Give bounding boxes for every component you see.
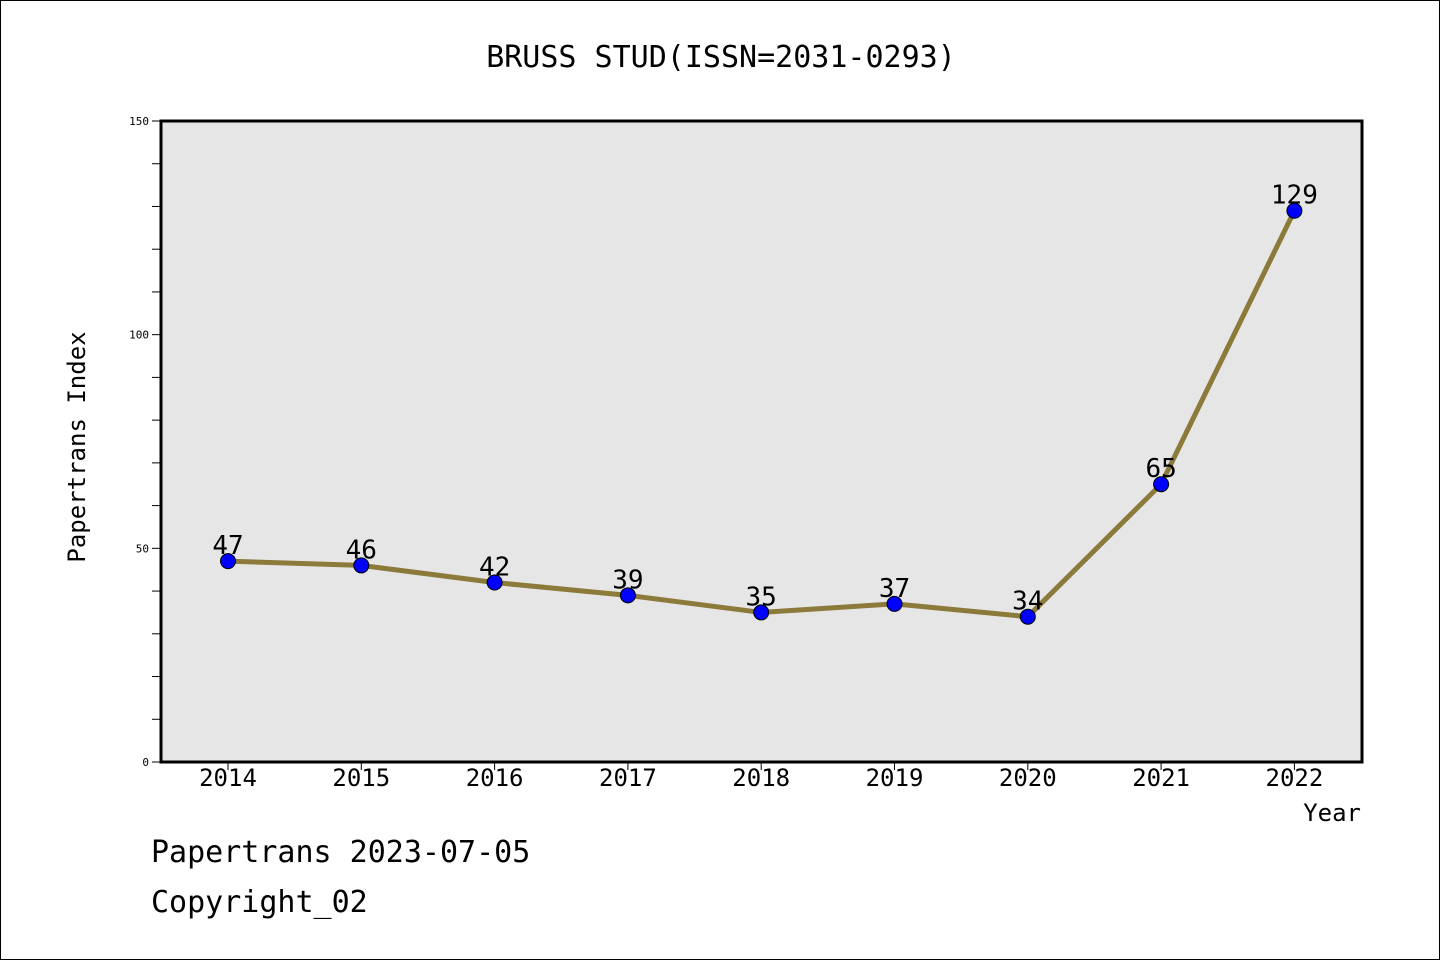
data-point — [353, 557, 370, 574]
footer-date: Papertrans 2023-07-05 — [151, 835, 531, 870]
x-tick-label: 2019 — [866, 764, 924, 792]
data-value-label: 46 — [346, 535, 377, 565]
x-tick-label: 2017 — [599, 764, 657, 792]
y-minor-ticks — [152, 163, 161, 720]
x-tick-label: 2015 — [332, 764, 390, 792]
y-tick-label: 50 — [136, 542, 149, 555]
y-tick-label: 150 — [129, 115, 149, 128]
data-point — [486, 574, 503, 591]
chart-title: BRUSS STUD(ISSN=2031-0293) — [486, 40, 956, 75]
y-tick-label: 0 — [142, 756, 149, 769]
x-tick-label: 2022 — [1266, 764, 1324, 792]
y-tick-label: 100 — [129, 329, 149, 342]
data-value-label: 39 — [612, 565, 643, 595]
data-point — [1153, 476, 1170, 493]
data-value-label: 35 — [746, 582, 777, 612]
x-tick-label: 2020 — [999, 764, 1057, 792]
data-value-label: 37 — [879, 574, 910, 604]
data-point — [886, 595, 903, 612]
x-tick-label: 2014 — [199, 764, 257, 792]
data-value-label: 42 — [479, 553, 510, 583]
data-value-label: 34 — [1012, 587, 1043, 617]
y-axis-ticks: 0 50 100 150 — [129, 115, 161, 769]
footer-copyright: Copyright_02 — [151, 885, 368, 920]
data-value-label: 129 — [1271, 181, 1318, 211]
data-point — [619, 587, 636, 604]
data-value-label: 65 — [1145, 454, 1176, 484]
plot-area — [159, 119, 1364, 764]
x-tick-label: 2016 — [466, 764, 524, 792]
x-tick-label: 2018 — [732, 764, 790, 792]
y-axis-label: Papertrans Index — [63, 331, 91, 562]
data-labels: 47 46 42 39 35 37 34 65 129 — [212, 181, 1318, 617]
x-axis-ticks: 2014 2015 2016 2017 2018 2019 2020 2021 2022 — [199, 762, 1323, 792]
x-tick-label: 2021 — [1132, 764, 1190, 792]
x-axis-label: Year — [1303, 799, 1361, 827]
data-point — [1286, 202, 1303, 219]
data-point — [220, 553, 236, 570]
data-value-label: 47 — [212, 531, 243, 561]
data-point — [753, 604, 770, 621]
data-point — [1019, 608, 1036, 625]
data-markers — [220, 202, 1303, 625]
